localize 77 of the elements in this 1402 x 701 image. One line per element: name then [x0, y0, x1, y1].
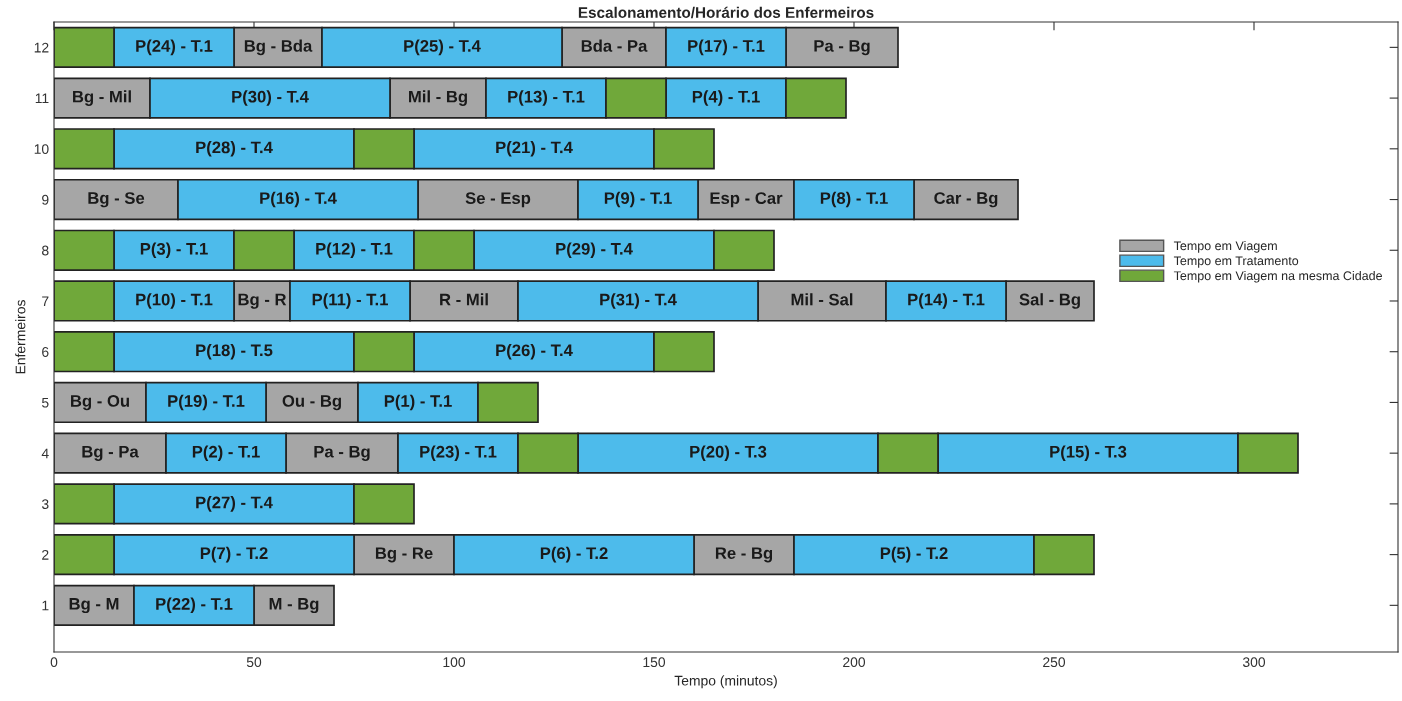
data-label: P(7) - T.2 [200, 546, 268, 563]
y-axis-title: Enfermeiros [15, 300, 26, 374]
data-label: Bda - Pa [581, 39, 648, 52]
x-tick-label: 100 [443, 657, 466, 668]
data-label: P(12) - T.1 [316, 242, 393, 259]
data-label: P(11) - T.1 [312, 293, 388, 309]
data-label: P(19) - T.1 [168, 394, 245, 411]
data-label: Bg - Ou [71, 395, 129, 411]
data-label: P(30) - T.4 [232, 90, 309, 106]
y-tick-label: 4 [41, 448, 49, 459]
data-label: P(1) - T.1 [384, 394, 452, 411]
data-label: P(10) - T.1 [136, 293, 213, 309]
data-label: P(21) - T.4 [496, 141, 573, 157]
y-tick-label: 11 [35, 93, 49, 104]
data-label: Mil - Bg [409, 90, 467, 106]
data-label: P(27) - T.4 [196, 496, 273, 512]
data-label: Bg - R [238, 293, 287, 309]
data-label: P(23) - T.1 [420, 445, 497, 461]
data-label: R - Mil [440, 293, 488, 306]
x-axis-title: Tempo (minutos) [674, 675, 777, 689]
data-label: Bg - Bda [244, 39, 313, 56]
data-label: P(9) - T.1 [604, 191, 672, 208]
chart-title: Escalonamento/Horário dos Enfermeiros [578, 6, 874, 19]
data-label: P(22) - T.1 [156, 597, 233, 614]
data-label: Bg - Pa [82, 445, 139, 461]
data-label: P(17) - T.1 [688, 39, 765, 56]
data-label: P(31) - T.4 [600, 293, 677, 309]
data-label: P(26) - T.4 [496, 343, 573, 360]
data-label: Bg - Se [88, 192, 145, 208]
x-tick-label: 50 [246, 657, 262, 668]
data-label: P(20) - T.3 [690, 445, 767, 461]
y-tick-label: 6 [42, 347, 49, 357]
y-tick-label: 8 [42, 245, 49, 256]
y-tick-label: 7 [42, 296, 49, 307]
data-label: P(5) - T.2 [880, 546, 948, 563]
data-label: Se - Esp [465, 192, 531, 208]
y-tick-label: 3 [41, 499, 49, 510]
y-tick-label: 2 [42, 549, 49, 560]
data-label: P(2) - T.1 [192, 445, 260, 461]
data-label: Re - Bg [715, 547, 773, 563]
data-label: P(15) - T.3 [1050, 445, 1127, 461]
data-label: Bg - Mil [73, 90, 131, 106]
data-label: P(29) - T.4 [556, 242, 633, 259]
data-label: Bg - M [69, 598, 119, 614]
data-label: P(4) - T.1 [692, 90, 760, 106]
y-tick-label: 12 [34, 42, 49, 53]
y-tick-label: 5 [41, 397, 49, 408]
data-label: P(6) - T.2 [540, 546, 608, 563]
data-label: P(18) - T.5 [196, 343, 273, 360]
data-label: P(28) - T.4 [196, 141, 273, 157]
data-label: P(25) - T.4 [404, 39, 481, 56]
data-label: P(13) - T.1 [508, 90, 585, 106]
x-tick-label: 300 [1242, 657, 1266, 668]
data-label: Sal - Bg [1019, 293, 1080, 309]
x-tick-label: 250 [1043, 657, 1066, 668]
data-label: Esp - Car [710, 192, 783, 208]
data-label: Car - Bg [934, 192, 998, 208]
x-tick-label: 0 [50, 657, 58, 668]
x-tick-label: 200 [843, 657, 866, 668]
y-tick-label: 9 [42, 194, 49, 205]
y-tick-label: 10 [34, 144, 49, 154]
data-label: M - Bg [269, 598, 319, 614]
data-label: Pa - Bg [314, 445, 370, 461]
data-label: P(14) - T.1 [908, 293, 985, 309]
data-label: Mil - Sal [791, 293, 853, 306]
data-label: P(3) - T.1 [140, 242, 208, 259]
y-tick-label: 1 [42, 600, 49, 611]
legend-label: Tempo em Tratamento [1173, 256, 1299, 268]
legend-label: Tempo em Viagem na mesma Cidade [1173, 270, 1382, 283]
legend-label: Tempo em Viagem [1173, 241, 1277, 253]
data-label: P(16) - T.4 [260, 191, 337, 208]
data-label: Bg - Re [375, 547, 433, 563]
data-label: P(8) - T.1 [820, 191, 888, 208]
data-label: Ou - Bg [282, 395, 341, 411]
data-label: Pa - Bg [814, 40, 870, 56]
x-tick-label: 150 [643, 657, 666, 668]
data-label: P(24) - T.1 [136, 39, 213, 56]
